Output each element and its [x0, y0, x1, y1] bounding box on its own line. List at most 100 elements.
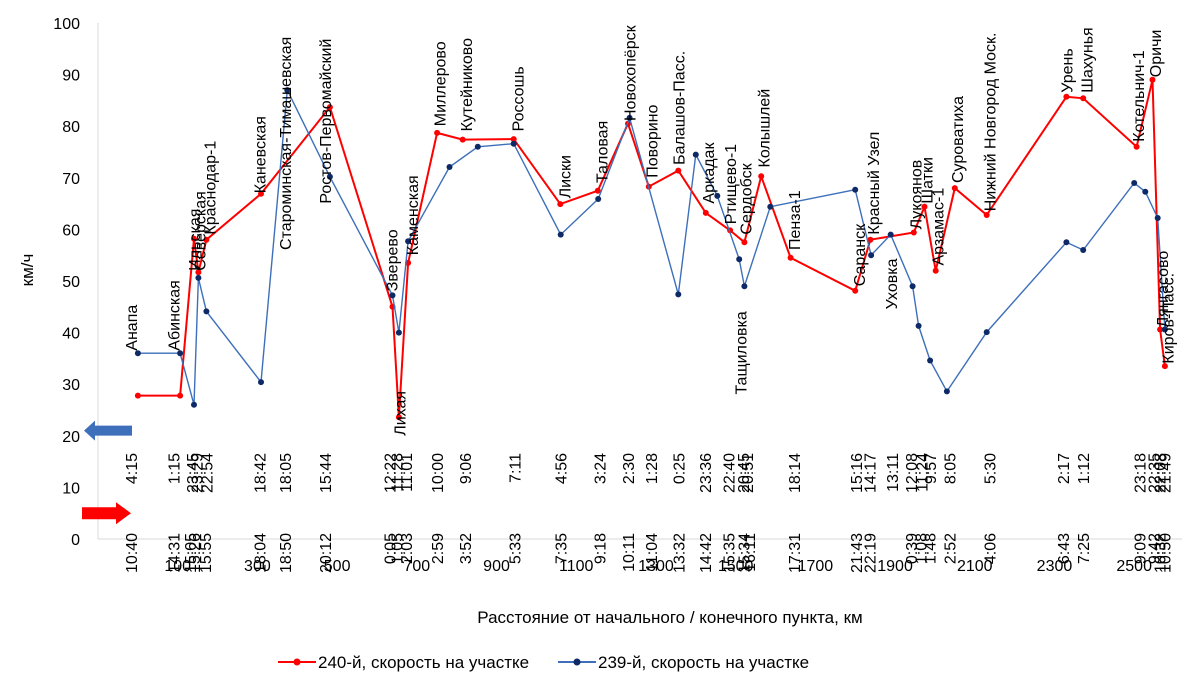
station-label: Пенза-1 [787, 190, 804, 250]
data-point-239 [909, 283, 916, 290]
time-label-240: 1:48 [922, 533, 939, 564]
time-label-240: 13:32 [671, 533, 688, 573]
data-point-239 [557, 231, 564, 238]
time-label-239: 4:56 [554, 453, 571, 484]
data-point-239 [395, 329, 402, 336]
time-label-240: 16:11 [742, 533, 759, 572]
time-label-240: 9:09 [1132, 533, 1149, 564]
time-label-240: 10:50 [1158, 533, 1175, 573]
time-label-239: 7:11 [508, 453, 525, 483]
y-tick-label: 0 [71, 532, 80, 549]
data-point-239 [1161, 326, 1168, 333]
data-point-240 [557, 201, 564, 208]
station-label: Шатки [920, 157, 937, 203]
x-axis-ticks: 100 300 500 700 900 1100 1300 1500 1700 1900 2100 2… [164, 558, 1152, 575]
data-point-239 [134, 350, 141, 357]
time-label-239: 23:45 [185, 453, 202, 493]
data-point-239 [714, 192, 721, 199]
y-tick-label: 70 [62, 171, 80, 188]
data-point-239 [741, 283, 748, 290]
legend-label-239: 239-й, скорость на участке [598, 653, 809, 672]
legend-item-240: 240-й, скорость на участке [278, 653, 529, 672]
station-label: Северская [193, 191, 210, 270]
time-label-239: 15:16 [849, 453, 866, 493]
axes [97, 23, 1182, 540]
data-point-239 [767, 203, 774, 210]
time-label-239: 4:15 [124, 453, 141, 484]
station-label: Оричи [1148, 30, 1165, 78]
y-axis-title: км/ч [18, 254, 37, 287]
station-label: Уховка [884, 258, 901, 309]
station-label: Староминская-Тимашевская [278, 37, 295, 250]
station-label: Россошь [511, 66, 528, 131]
time-label-240: 2:59 [430, 533, 447, 564]
y-tick-label: 80 [62, 119, 80, 136]
legend-marker-240 [293, 658, 301, 666]
time-label-240: 9:42 [1146, 533, 1163, 564]
time-label-240: 10:32 [1152, 533, 1169, 573]
time-label-239: 1:12 [1076, 453, 1093, 484]
data-point-239 [868, 252, 875, 259]
time-label-240: 10:11 [621, 533, 638, 572]
legend: 240-й, скорость на участке 239-й, скорос… [278, 653, 809, 672]
station-label: Аркадак [701, 142, 718, 204]
station-label: Красный Узел [866, 132, 883, 235]
time-label-240: 1:05 [390, 533, 407, 564]
time-label-240: 15:05 [183, 533, 200, 573]
station-label: Арзамас-1 [930, 188, 947, 266]
data-point-240 [1149, 76, 1156, 83]
time-label-240: 1:08 [914, 533, 931, 564]
time-label-239: 12:22 [383, 453, 400, 493]
time-label-239: 9:06 [458, 453, 475, 484]
y-tick-label: 100 [53, 16, 80, 33]
time-label-240: 15:34 [737, 533, 754, 573]
station-label: Краснодар-1 [203, 141, 220, 235]
data-point-240 [741, 239, 748, 246]
data-point-240 [951, 185, 958, 192]
time-label-240: 9:18 [592, 533, 609, 564]
y-tick-label: 40 [62, 326, 80, 343]
data-point-240 [1063, 93, 1070, 100]
time-label-240: 0:05 [383, 533, 400, 564]
time-label-239: 3:24 [592, 453, 609, 484]
station-labels: Анапа АбинскаяИльскаяСеверскаяКраснодар-1… [124, 24, 1177, 435]
legend-item-239: 239-й, скорость на участке [558, 653, 809, 672]
time-label-239: 15:44 [318, 453, 335, 493]
data-point-240 [675, 167, 682, 174]
time-label-239: 23:36 [698, 453, 715, 493]
data-point-239 [284, 87, 291, 94]
x-axis-title: Расстояние от начального / конечного пун… [477, 608, 862, 627]
data-point-239 [1142, 188, 1149, 195]
station-label: Каневская [252, 116, 269, 193]
time-label-240: 18:04 [252, 533, 269, 573]
x-tick-label: 1100 [559, 558, 594, 575]
time-label-239: 22:40 [722, 453, 739, 493]
data-point-239 [1154, 215, 1161, 221]
data-point-240 [134, 392, 141, 399]
data-point-240 [594, 187, 601, 194]
data-point-240 [867, 236, 874, 243]
x-tick-label: 1900 [877, 558, 913, 575]
time-label-240: 2:52 [943, 533, 960, 564]
station-label: Зверево [384, 229, 401, 291]
plot-area: 0 10 20 30 40 50 60 70 80 90 100 100 300 500 700 900 11… [53, 16, 1182, 575]
time-label-239: 20:51 [740, 453, 757, 493]
data-point-239 [736, 256, 743, 263]
station-label: Кутейниково [459, 38, 476, 131]
time-label-239: 1:15 [166, 453, 183, 484]
time-label-240: 14:31 [166, 533, 183, 573]
time-label-239: 2:17 [1056, 453, 1073, 484]
time-label-240: 21:43 [849, 533, 866, 573]
data-point-239 [983, 329, 990, 336]
data-point-239 [510, 140, 517, 147]
station-label: Лянгасово [1155, 251, 1172, 328]
time-label-239: 22:54 [199, 453, 216, 493]
data-point-239 [943, 388, 950, 395]
data-point-240 [1161, 363, 1168, 370]
station-label: Ильская [187, 209, 204, 271]
x-tick-label: 1700 [798, 558, 834, 575]
x-tick-label: 700 [403, 558, 430, 575]
x-tick-label: 300 [244, 558, 271, 575]
data-point-240 [1080, 95, 1087, 102]
